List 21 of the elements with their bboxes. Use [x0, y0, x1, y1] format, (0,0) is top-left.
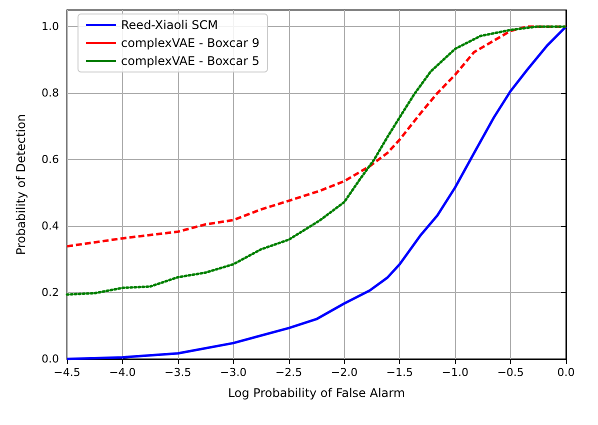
- legend-label: complexVAE - Boxcar 9: [121, 36, 260, 50]
- y-tick-label: 0.4: [42, 220, 59, 233]
- x-tick-label: −4.0: [109, 366, 136, 379]
- y-tick-label: 0.8: [42, 86, 59, 100]
- y-axis-title: Probability of Detection: [14, 114, 28, 255]
- x-tick-label: −0.5: [497, 366, 524, 379]
- y-tick-label: 0.2: [42, 286, 59, 300]
- x-tick-label: 0.0: [557, 366, 575, 379]
- x-tick-label: −2.5: [275, 366, 302, 379]
- y-tick-label: 0.0: [42, 352, 59, 366]
- y-tick-label: 1.0: [42, 20, 59, 34]
- x-tick-label: −4.5: [54, 366, 80, 379]
- x-axis-title: Log Probability of False Alarm: [228, 386, 406, 400]
- x-tick-label: −3.5: [164, 366, 192, 379]
- x-tick-label: −1.5: [386, 366, 414, 379]
- x-tick-label: −3.0: [220, 366, 247, 379]
- y-tick-label: 0.6: [42, 153, 59, 166]
- legend-label: complexVAE - Boxcar 5: [121, 54, 260, 68]
- x-tick-label: −1.0: [442, 366, 468, 379]
- x-tick-label: −2.0: [330, 366, 358, 379]
- legend-label: Reed-Xiaoli SCM: [121, 18, 218, 32]
